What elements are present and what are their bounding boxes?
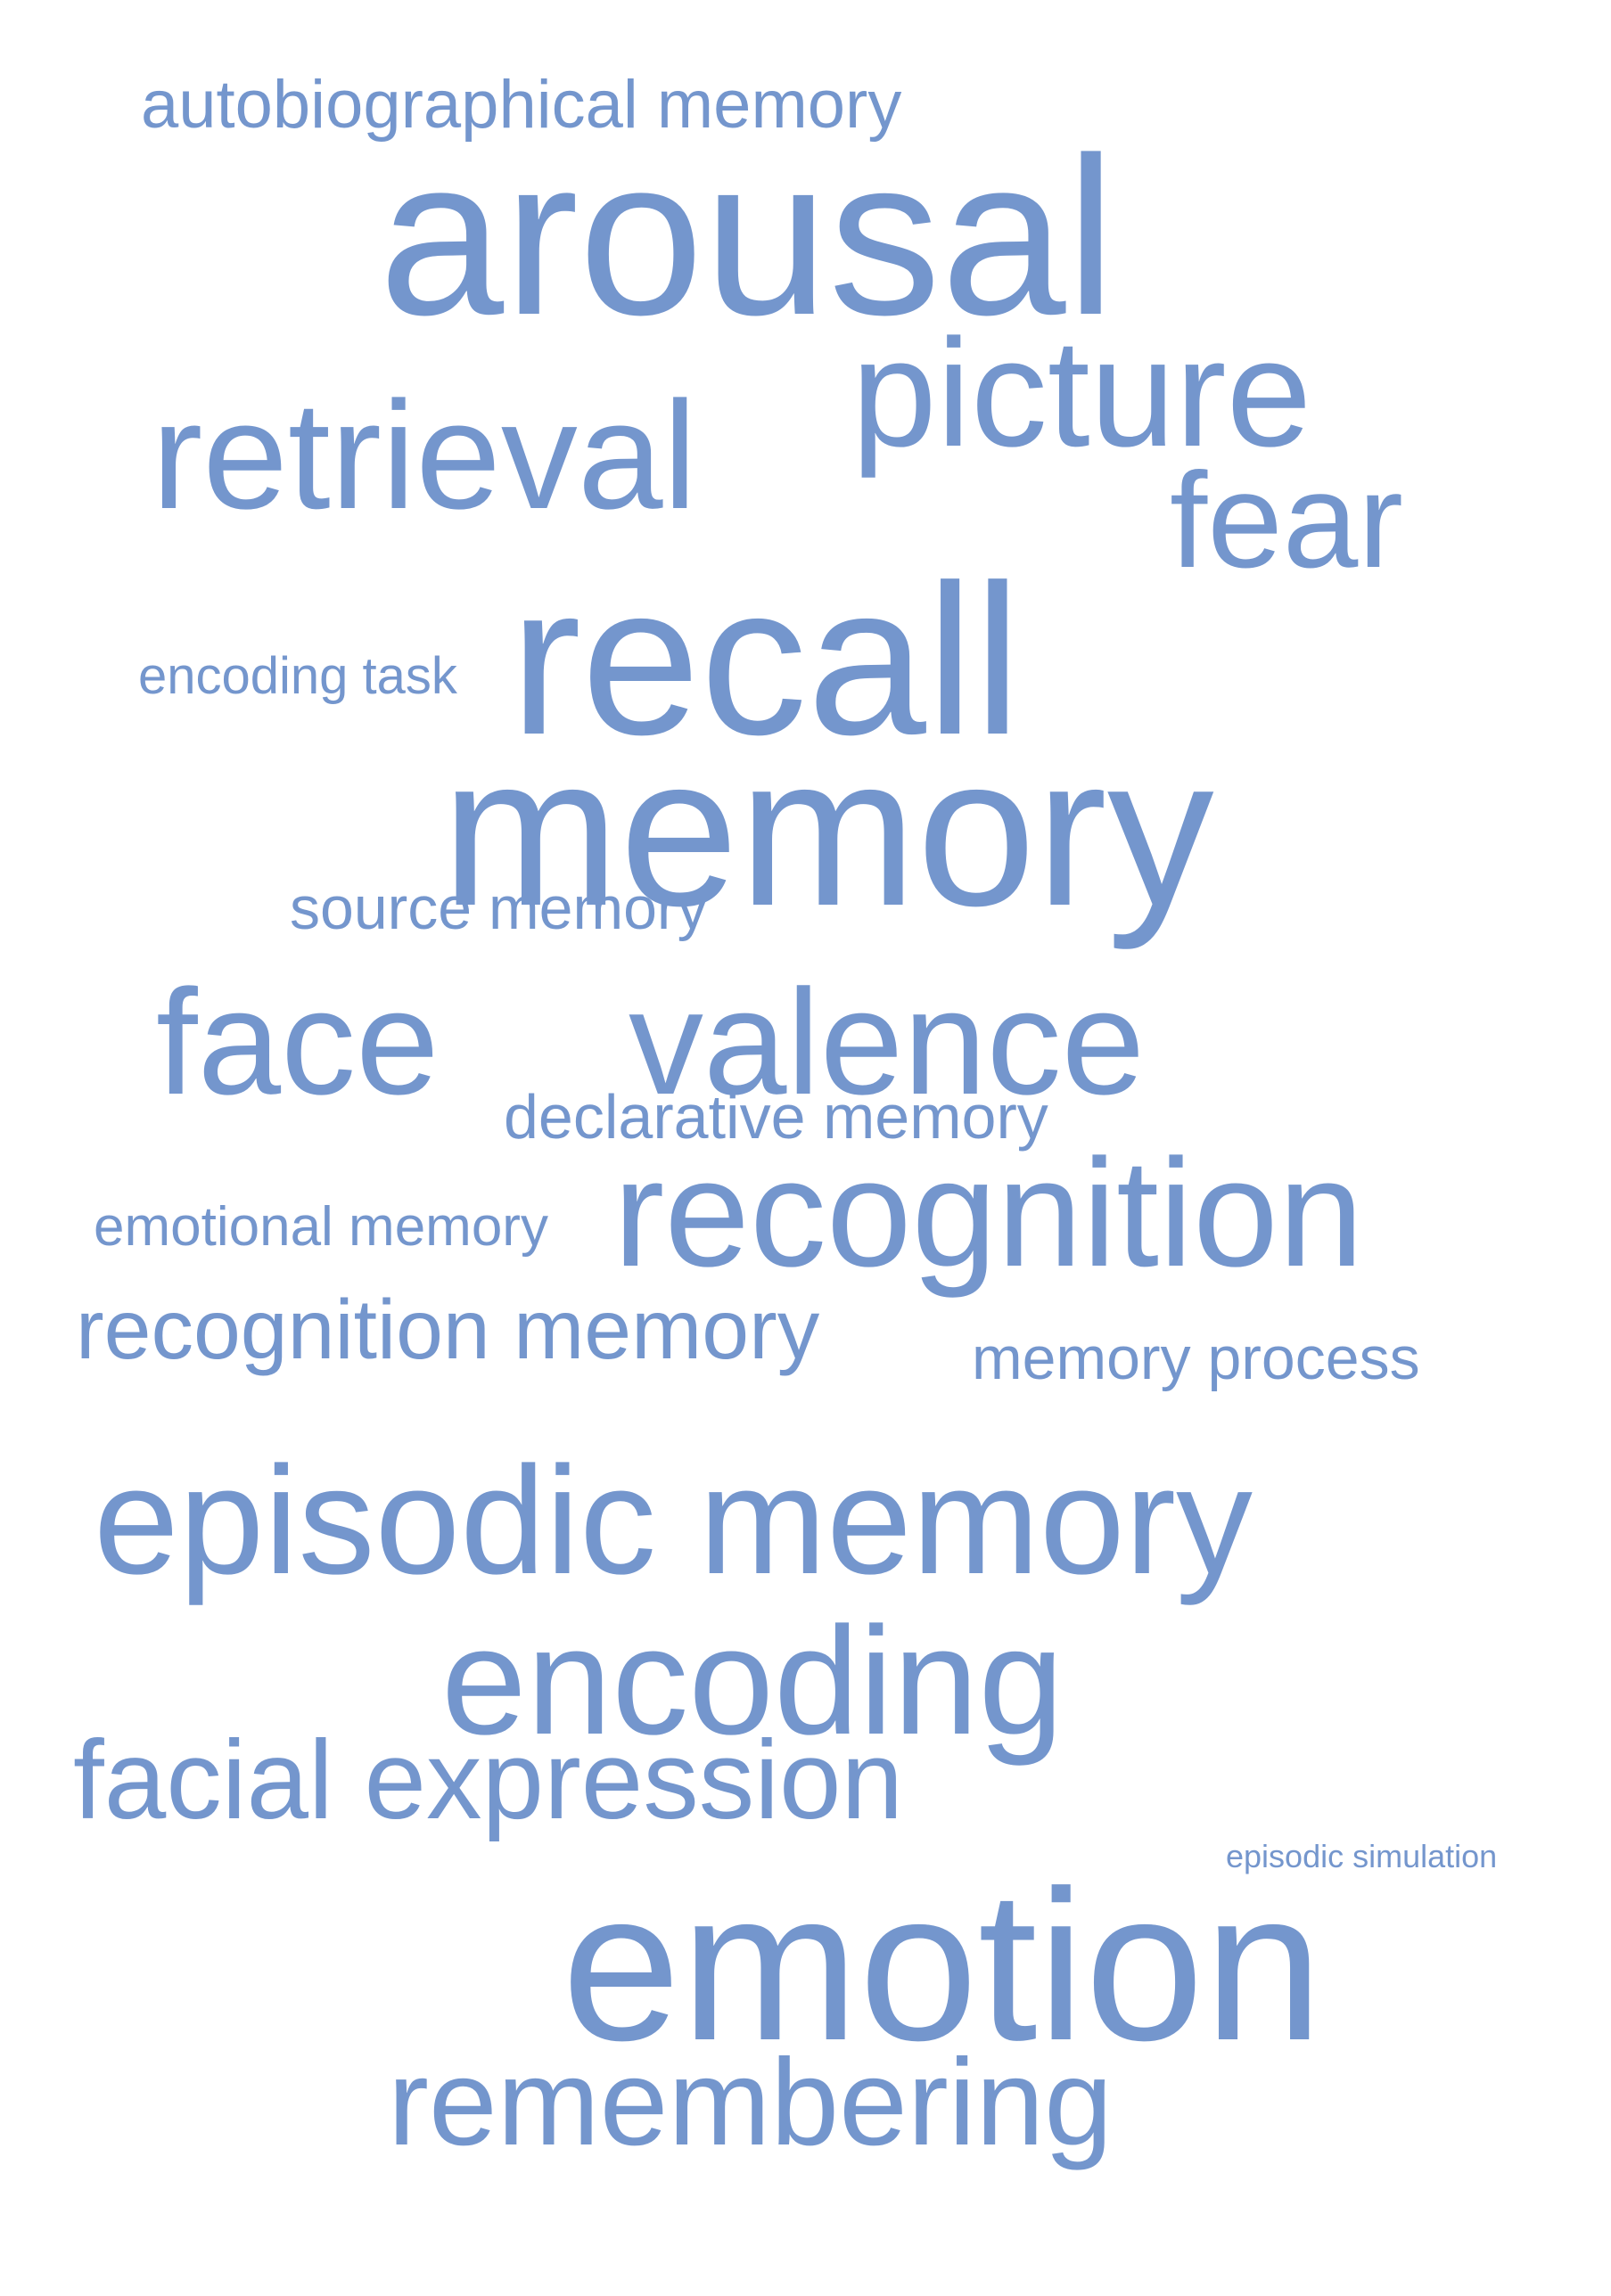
word-recognition: recognition	[613, 1128, 1364, 1299]
word-memory: memory	[441, 711, 1214, 950]
word-declarative-memory: declarative memory	[504, 1082, 1048, 1152]
word-remembering: remembering	[388, 2034, 1113, 2171]
word-recall: recall	[510, 540, 1022, 779]
word-recognition-memory: recognition memory	[76, 1283, 820, 1377]
word-valence: valence	[629, 958, 1146, 1126]
word-emotion: emotion	[562, 1846, 1323, 2085]
word-source-memory: source memory	[290, 874, 708, 942]
word-face: face	[156, 958, 440, 1126]
word-autobiographical-memory: autobiographical memory	[141, 67, 902, 143]
word-emotional-memory: emotional memory	[94, 1196, 548, 1258]
word-episodic-memory: episodic memory	[94, 1435, 1253, 1606]
word-fear: fear	[1170, 445, 1403, 596]
word-arousal: arousal	[379, 111, 1116, 362]
word-encoding: encoding	[441, 1595, 1064, 1767]
word-picture: picture	[851, 308, 1312, 479]
word-episodic-simulation: episodic simulation	[1226, 1838, 1498, 1874]
word-encoding-task: encoding task	[138, 647, 457, 705]
word-memory-process: memory process	[972, 1324, 1420, 1392]
word-retrieval: retrieval	[152, 370, 697, 541]
word-facial-expression: facial expression	[73, 1718, 904, 1842]
